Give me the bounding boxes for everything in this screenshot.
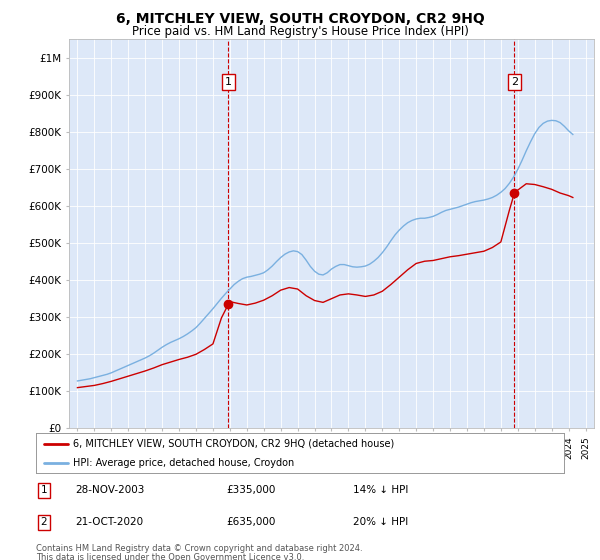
- Text: £635,000: £635,000: [226, 517, 275, 528]
- Text: 28-NOV-2003: 28-NOV-2003: [76, 485, 145, 495]
- Text: 21-OCT-2020: 21-OCT-2020: [76, 517, 144, 528]
- Text: 6, MITCHLEY VIEW, SOUTH CROYDON, CR2 9HQ (detached house): 6, MITCHLEY VIEW, SOUTH CROYDON, CR2 9HQ…: [73, 439, 394, 449]
- Text: HPI: Average price, detached house, Croydon: HPI: Average price, detached house, Croy…: [73, 458, 294, 468]
- Text: Price paid vs. HM Land Registry's House Price Index (HPI): Price paid vs. HM Land Registry's House …: [131, 25, 469, 38]
- Text: 20% ↓ HPI: 20% ↓ HPI: [353, 517, 408, 528]
- Text: 1: 1: [41, 485, 47, 495]
- Text: 1: 1: [225, 77, 232, 87]
- Text: 2: 2: [511, 77, 518, 87]
- Text: This data is licensed under the Open Government Licence v3.0.: This data is licensed under the Open Gov…: [36, 553, 304, 560]
- Text: Contains HM Land Registry data © Crown copyright and database right 2024.: Contains HM Land Registry data © Crown c…: [36, 544, 362, 553]
- Text: 6, MITCHLEY VIEW, SOUTH CROYDON, CR2 9HQ: 6, MITCHLEY VIEW, SOUTH CROYDON, CR2 9HQ: [116, 12, 484, 26]
- Text: £335,000: £335,000: [226, 485, 275, 495]
- Text: 14% ↓ HPI: 14% ↓ HPI: [353, 485, 408, 495]
- Text: 2: 2: [41, 517, 47, 528]
